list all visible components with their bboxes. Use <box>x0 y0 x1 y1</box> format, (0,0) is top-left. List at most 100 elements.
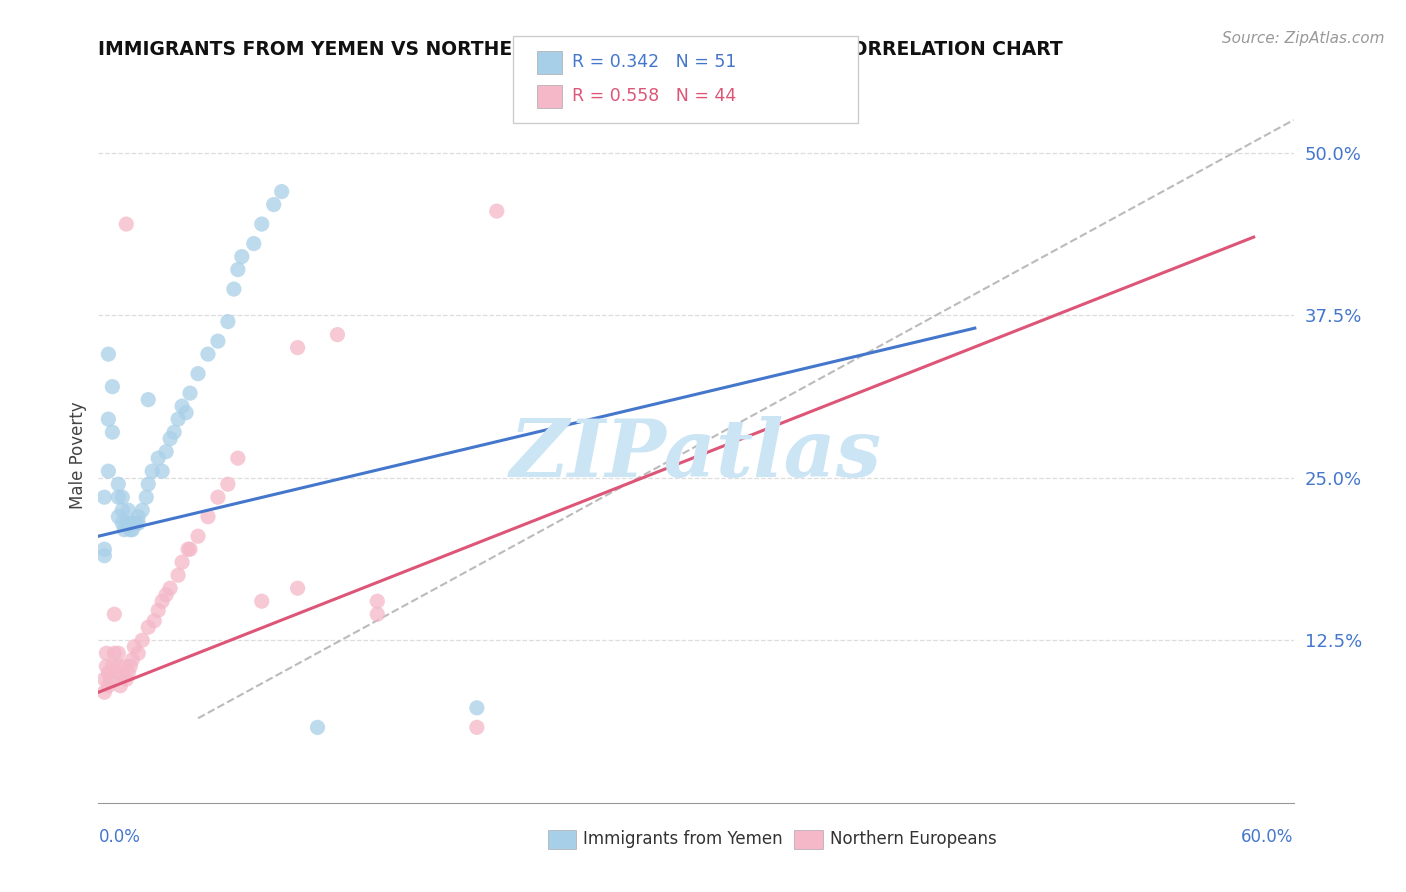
Point <box>148 603 170 617</box>
Point <box>141 464 163 478</box>
Text: Source: ZipAtlas.com: Source: ZipAtlas.com <box>1222 31 1385 46</box>
Point <box>121 653 143 667</box>
Point <box>111 516 134 531</box>
Point <box>93 542 115 557</box>
Point <box>222 282 245 296</box>
Point <box>136 620 159 634</box>
Point <box>127 646 149 660</box>
Point <box>131 503 153 517</box>
Point <box>485 204 508 219</box>
Point <box>121 523 143 537</box>
Point <box>111 503 134 517</box>
Point <box>163 425 186 439</box>
Point <box>263 197 285 211</box>
Text: R = 0.558   N = 44: R = 0.558 N = 44 <box>572 87 737 105</box>
Point <box>97 665 120 680</box>
Point <box>120 659 142 673</box>
Point <box>179 386 201 401</box>
Point <box>307 720 329 734</box>
Point <box>112 659 135 673</box>
Point <box>197 509 219 524</box>
Point <box>207 334 229 348</box>
Point <box>97 679 120 693</box>
Point <box>155 588 177 602</box>
Point <box>179 542 201 557</box>
Point <box>366 607 388 622</box>
Point <box>120 523 142 537</box>
Point <box>103 646 125 660</box>
Point <box>131 633 153 648</box>
Point <box>97 464 120 478</box>
Point <box>127 516 149 531</box>
Point <box>159 581 181 595</box>
Point <box>465 720 488 734</box>
Point <box>187 367 209 381</box>
Point <box>159 432 181 446</box>
Text: Northern Europeans: Northern Europeans <box>830 830 997 848</box>
Point <box>110 679 132 693</box>
Point <box>107 659 129 673</box>
Point <box>93 672 115 686</box>
Point <box>287 341 309 355</box>
Point <box>101 425 124 439</box>
Text: IMMIGRANTS FROM YEMEN VS NORTHERN EUROPEAN MALE POVERTY CORRELATION CHART: IMMIGRANTS FROM YEMEN VS NORTHERN EUROPE… <box>98 40 1063 59</box>
Point <box>117 516 139 531</box>
Point <box>107 509 129 524</box>
Point <box>101 379 124 393</box>
Point <box>117 503 139 517</box>
Point <box>97 347 120 361</box>
Point <box>270 185 292 199</box>
Point <box>98 672 122 686</box>
Point <box>172 399 194 413</box>
Point <box>127 509 149 524</box>
Point <box>96 646 118 660</box>
Point <box>93 685 115 699</box>
Text: 0.0%: 0.0% <box>98 828 141 846</box>
Point <box>125 516 148 531</box>
Point <box>101 659 124 673</box>
Point <box>174 406 197 420</box>
Point <box>117 665 139 680</box>
Point <box>177 542 200 557</box>
Point <box>124 516 146 531</box>
Point <box>287 581 309 595</box>
Point <box>103 607 125 622</box>
Point <box>111 490 134 504</box>
Point <box>250 217 273 231</box>
Point <box>167 412 190 426</box>
Point <box>243 236 266 251</box>
Point <box>207 490 229 504</box>
Point <box>366 594 388 608</box>
Point <box>93 549 115 563</box>
Point <box>217 477 239 491</box>
Point <box>226 451 249 466</box>
Point <box>187 529 209 543</box>
Point <box>226 262 249 277</box>
Point <box>111 668 134 682</box>
Point <box>107 490 129 504</box>
Y-axis label: Male Poverty: Male Poverty <box>69 401 87 508</box>
Point <box>231 250 253 264</box>
Point <box>167 568 190 582</box>
Point <box>112 523 135 537</box>
Text: ZIPatlas: ZIPatlas <box>510 417 882 493</box>
Point <box>465 701 488 715</box>
Point <box>124 640 146 654</box>
Point <box>326 327 349 342</box>
Text: R = 0.342   N = 51: R = 0.342 N = 51 <box>572 54 737 71</box>
Point <box>135 490 157 504</box>
Point <box>136 392 159 407</box>
Point <box>143 614 166 628</box>
Point <box>150 464 173 478</box>
Point <box>107 646 129 660</box>
Text: 60.0%: 60.0% <box>1241 828 1294 846</box>
Point <box>136 477 159 491</box>
Point <box>115 672 138 686</box>
Point <box>93 490 115 504</box>
Point <box>250 594 273 608</box>
Point <box>172 555 194 569</box>
Point <box>155 444 177 458</box>
Point <box>217 315 239 329</box>
Point <box>107 477 129 491</box>
Text: Immigrants from Yemen: Immigrants from Yemen <box>583 830 783 848</box>
